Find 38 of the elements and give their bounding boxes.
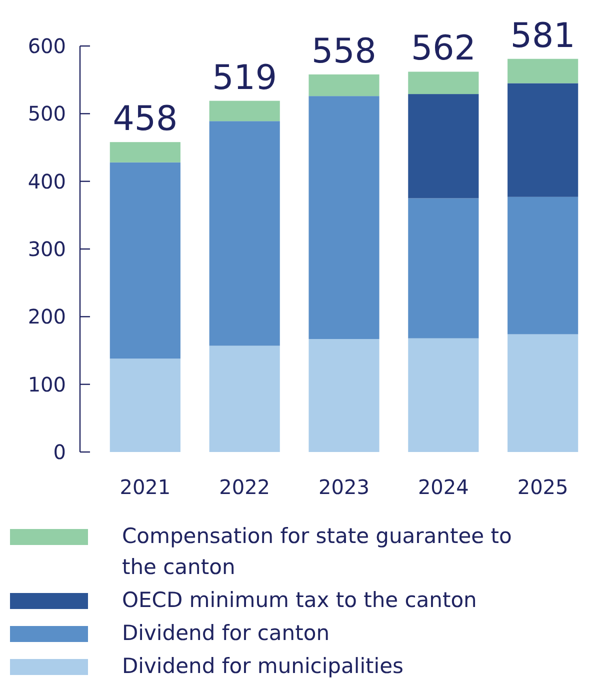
x-tick-label: 2025: [517, 475, 568, 499]
bar: [110, 358, 180, 452]
x-tick-label: 2024: [418, 475, 469, 499]
legend-label: Dividend for municipalities: [122, 654, 404, 678]
bar: [110, 142, 180, 162]
bar: [508, 334, 578, 452]
bar: [209, 346, 280, 452]
bar: [209, 121, 280, 346]
bar: [308, 74, 380, 96]
bar: [308, 338, 380, 452]
bar: [508, 196, 578, 334]
bar: [308, 96, 380, 339]
legend-label: Dividend for canton: [122, 621, 330, 645]
bar: [408, 338, 479, 452]
bar: [408, 94, 479, 198]
x-tick-label: 2021: [120, 475, 171, 499]
x-tick-label: 2023: [318, 475, 370, 499]
x-tick-label: 2022: [219, 475, 270, 499]
total-label: 519: [212, 58, 278, 98]
bar: [408, 72, 479, 94]
total-label: 581: [510, 16, 576, 56]
total-label: 558: [312, 31, 376, 72]
y-tick-label: 500: [28, 102, 66, 126]
y-tick-label: 300: [28, 237, 66, 261]
y-tick-label: 200: [28, 304, 66, 329]
y-tick-label: 100: [28, 372, 66, 396]
bar: [508, 83, 578, 197]
y-tick-label: 600: [28, 34, 66, 58]
bar: [110, 162, 180, 359]
bar: [508, 58, 578, 84]
y-tick-label: 400: [28, 169, 66, 194]
y-tick-label: 0: [53, 440, 66, 464]
legend-label: Compensation for state guarantee to the canton: [122, 524, 512, 579]
bar: [209, 100, 280, 122]
bar: [408, 198, 479, 338]
total-label: 562: [410, 28, 476, 69]
total-label: 458: [112, 99, 178, 140]
legend-label: OECD minimum tax to the canton: [122, 588, 477, 612]
